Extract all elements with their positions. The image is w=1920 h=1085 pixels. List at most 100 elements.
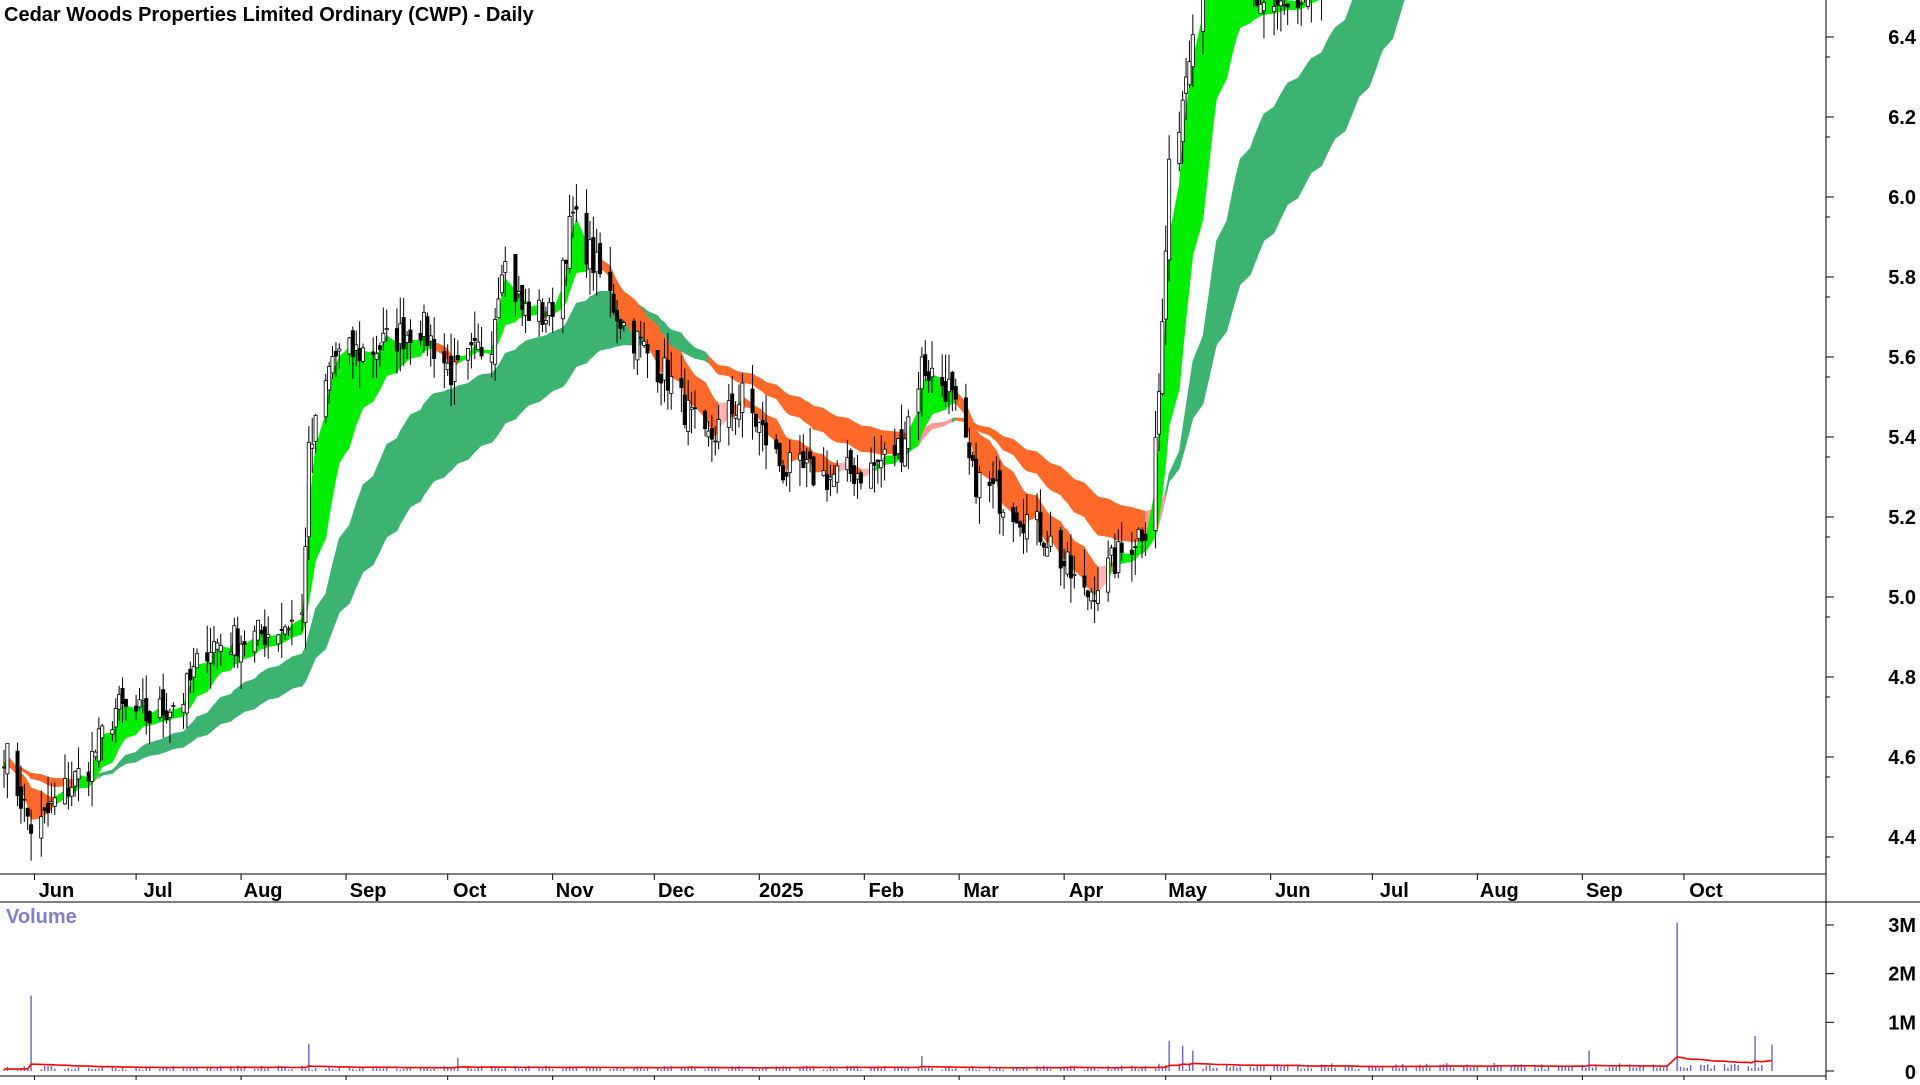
candle-body xyxy=(232,625,237,656)
candle-body xyxy=(513,253,518,302)
short-term-ma-band-segment xyxy=(352,347,357,436)
candle-body xyxy=(313,414,318,442)
short-term-ma-band-segment xyxy=(1239,0,1251,28)
candle-body xyxy=(963,397,968,438)
candle-body xyxy=(1092,600,1097,602)
long-term-ma-band-segment xyxy=(1026,449,1038,474)
long-term-ma-band-segment xyxy=(779,386,784,409)
candle-body xyxy=(164,710,169,720)
short-term-ma-band-segment xyxy=(1138,539,1143,556)
long-term-ma-band-segment xyxy=(525,339,530,409)
long-term-ma-band-segment xyxy=(474,375,479,453)
candle-body xyxy=(760,420,765,425)
candle-body xyxy=(1095,590,1100,604)
long-term-ma-band-segment xyxy=(714,362,719,375)
candle-body xyxy=(303,546,308,624)
long-term-ma-band-segment xyxy=(1283,81,1288,212)
long-term-ma-band-segment xyxy=(528,336,540,406)
short-term-ma-band-segment xyxy=(640,306,645,340)
candle-body xyxy=(242,640,247,645)
candle-body xyxy=(157,698,162,718)
candle-body xyxy=(18,786,23,809)
long-term-ma-band-segment xyxy=(1046,460,1051,491)
short-term-ma-band-segment xyxy=(24,775,29,807)
long-term-ma-band-segment xyxy=(999,433,1004,451)
long-term-ma-band-segment xyxy=(145,742,150,758)
long-term-ma-band-segment xyxy=(1090,489,1095,533)
long-term-ma-band-segment xyxy=(1358,0,1370,98)
candle-body xyxy=(310,443,315,449)
x-tick-label: Jul xyxy=(1380,880,1409,902)
long-term-ma-band-segment xyxy=(189,720,194,744)
long-term-ma-band-segment xyxy=(765,381,777,399)
long-term-ma-band-segment xyxy=(20,767,25,773)
short-term-ma-band-segment xyxy=(758,408,763,423)
long-term-ma-band-segment xyxy=(471,377,476,457)
candle-body xyxy=(330,356,335,374)
long-term-ma-band-segment xyxy=(979,425,990,436)
candle-body xyxy=(1001,511,1006,518)
candle-body xyxy=(574,206,579,210)
x-tick-label: Jun xyxy=(1275,880,1311,902)
long-term-ma-band-segment xyxy=(240,681,245,715)
short-term-ma-band-segment xyxy=(989,439,994,482)
candlesticks xyxy=(2,0,1323,861)
long-term-ma-band-segment xyxy=(738,371,743,383)
long-term-ma-band-segment xyxy=(586,296,591,364)
long-term-ma-band-segment xyxy=(24,769,29,776)
long-term-ma-band xyxy=(3,0,1405,788)
candle-body xyxy=(543,320,548,325)
candle-body xyxy=(1133,546,1138,549)
candle-body xyxy=(523,302,528,316)
long-term-ma-band-segment xyxy=(1168,451,1180,483)
candle-body xyxy=(520,284,525,310)
long-term-ma-band-segment xyxy=(992,429,997,442)
long-term-ma-band-segment xyxy=(1321,45,1326,167)
candle-body xyxy=(1299,2,1304,5)
candle-body xyxy=(1119,542,1124,554)
candle-body xyxy=(638,336,643,339)
long-term-ma-band-segment xyxy=(186,724,191,746)
candle-body xyxy=(736,404,741,420)
x-tick-label: Jul xyxy=(144,880,173,902)
candle-body xyxy=(1062,560,1067,567)
candle-body xyxy=(855,473,860,480)
candle-body xyxy=(15,750,20,797)
short-term-ma-band-segment xyxy=(691,370,696,408)
long-term-ma-band-segment xyxy=(335,538,340,622)
short-term-ma-band-segment xyxy=(1236,0,1241,37)
candle-body xyxy=(797,453,802,461)
candle-body xyxy=(1018,521,1023,528)
candle-body xyxy=(882,448,887,455)
candle-body xyxy=(716,418,721,443)
candle-body xyxy=(489,354,494,363)
candle-body xyxy=(1068,555,1073,579)
candle-body xyxy=(120,688,125,705)
long-term-ma-band-segment xyxy=(1355,0,1360,106)
candle-body xyxy=(381,332,386,343)
candle-body xyxy=(418,332,423,341)
y-tick-label: 4.4 xyxy=(1888,827,1917,849)
long-term-ma-band-segment xyxy=(1250,138,1255,275)
long-term-ma-band-segment xyxy=(1344,10,1349,131)
long-term-ma-band-segment xyxy=(1263,106,1275,242)
short-term-ma-band-segment xyxy=(40,790,45,819)
short-term-ma-band-segment xyxy=(1134,539,1139,561)
candle-body xyxy=(1163,250,1168,320)
long-term-ma-band-segment xyxy=(1182,406,1187,457)
candle-body xyxy=(757,422,762,433)
short-term-ma-band-segment xyxy=(928,373,933,421)
candle-body xyxy=(550,302,555,317)
candle-body xyxy=(825,474,830,490)
candle-body xyxy=(1116,541,1121,574)
candle-body xyxy=(1255,0,1260,6)
long-term-ma-band-segment xyxy=(372,468,377,566)
candle-body xyxy=(239,643,244,663)
candle-body xyxy=(726,400,731,428)
long-term-ma-band-segment xyxy=(1162,490,1167,513)
short-term-ma-band-segment xyxy=(1073,540,1085,580)
long-term-ma-band-segment xyxy=(278,663,283,698)
candle-body xyxy=(560,259,565,320)
long-term-ma-band-segment xyxy=(731,368,736,382)
